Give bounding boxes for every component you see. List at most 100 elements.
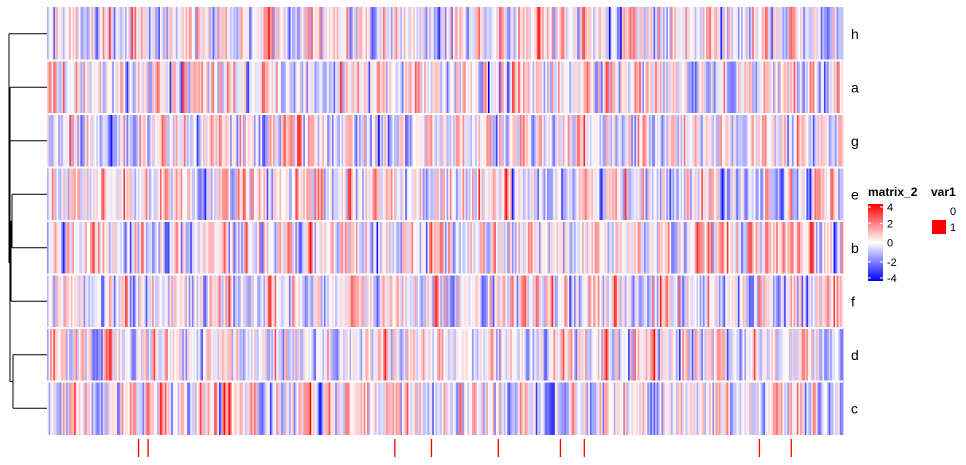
heatmap-cell [102, 60, 105, 114]
heatmap-cell [327, 114, 330, 168]
heatmap-cell [734, 328, 737, 382]
heatmap-cell [316, 381, 319, 435]
heatmap-cell [761, 328, 764, 382]
heatmap-cell [814, 167, 817, 221]
heatmap-cell [806, 221, 809, 275]
heatmap-cell [128, 274, 131, 328]
heatmap-cell [226, 328, 229, 382]
heatmap-cell [628, 7, 631, 61]
heatmap-cell [761, 381, 764, 435]
heatmap-cell [722, 7, 724, 61]
heatmap-cell [378, 328, 381, 382]
heatmap-cell [612, 328, 615, 382]
heatmap-cell [476, 167, 479, 221]
heatmap-cell [704, 7, 707, 61]
heatmap-cell [768, 221, 771, 275]
heatmap-cell [577, 221, 580, 275]
heatmap-cell [339, 114, 342, 168]
heatmap-cell [768, 167, 771, 221]
heatmap-cell [284, 114, 287, 168]
heatmap-cell [487, 274, 490, 328]
heatmap-cell [596, 274, 599, 328]
heatmap-cell [513, 167, 516, 221]
heatmap-cell [637, 167, 640, 221]
heatmap-cell [142, 221, 145, 275]
heatmap-cell [279, 60, 282, 114]
heatmap-cell [188, 7, 191, 61]
heatmap-cell [370, 274, 373, 328]
heatmap-cell [231, 114, 234, 168]
heatmap-cell [99, 60, 102, 114]
heatmap-cell [210, 114, 213, 168]
heatmap-cell [739, 167, 742, 221]
heatmap-cell [792, 60, 795, 114]
heatmap-cell [784, 221, 787, 275]
heatmap-cell [565, 221, 568, 275]
heatmap-cell [300, 221, 303, 275]
heatmap-cell [731, 328, 734, 382]
heatmap-cell [464, 274, 467, 328]
heatmap-cell [56, 167, 59, 221]
heatmap-cell [341, 221, 344, 275]
heatmap-cell [282, 167, 285, 221]
heatmap-cell [360, 381, 363, 435]
heatmap-cell [817, 274, 820, 328]
heatmap-cell [484, 60, 487, 114]
heatmap-cell [718, 381, 721, 435]
heatmap-cell [429, 60, 432, 114]
heatmap-cell [220, 114, 223, 168]
heatmap-cell [284, 274, 287, 328]
heatmap-cell [779, 328, 782, 382]
heatmap-cell [801, 60, 804, 114]
heatmap-cell [316, 60, 319, 114]
heatmap-cell [831, 381, 834, 435]
heatmap-cell [624, 60, 627, 114]
heatmap-cell [650, 221, 653, 275]
heatmap-cell [449, 167, 452, 221]
heatmap-cell [564, 328, 567, 382]
heatmap-cell [174, 381, 177, 435]
heatmap-cell [306, 274, 309, 328]
row-separator [47, 327, 843, 329]
heatmap-cell [675, 328, 678, 382]
heatmap-cell [61, 114, 64, 168]
heatmap-cell [191, 114, 194, 168]
heatmap-cell [160, 328, 163, 382]
heatmap-cell [763, 328, 766, 382]
heatmap-cell [499, 114, 502, 168]
heatmap-cell [573, 7, 576, 61]
heatmap-cell [414, 381, 417, 435]
heatmap-cell [688, 381, 691, 435]
heatmap-cell [287, 114, 290, 168]
heatmap-cell [330, 60, 333, 114]
heatmap-cell [126, 60, 129, 114]
heatmap-cell [99, 274, 102, 328]
heatmap-cell [276, 60, 279, 114]
heatmap-cell [530, 167, 533, 221]
heatmap-cell [290, 60, 293, 114]
heatmap-cell [172, 381, 175, 435]
heatmap-cell [440, 114, 443, 168]
heatmap-cell [190, 7, 193, 61]
heatmap-cell [524, 167, 527, 221]
heatmap-cell [198, 7, 201, 61]
heatmap-cell [140, 167, 143, 221]
heatmap-cell [714, 381, 717, 435]
heatmap-cell [451, 7, 454, 61]
heatmap-cell [561, 274, 564, 328]
heatmap-cell [679, 114, 682, 168]
heatmap-cell [580, 274, 583, 328]
heatmap-cell [726, 328, 729, 382]
heatmap-cell [430, 7, 433, 61]
heatmap-cell [99, 221, 102, 275]
heatmap-cell [376, 328, 379, 382]
heatmap-cell [518, 114, 521, 168]
heatmap-cell [741, 167, 744, 221]
heatmap-cell [620, 167, 623, 221]
heatmap-cell [502, 328, 505, 382]
heatmap-cell [64, 167, 67, 221]
heatmap-cell [546, 221, 549, 275]
heatmap-cell [357, 221, 360, 275]
heatmap-cell [475, 114, 478, 168]
heatmap-cell [556, 7, 559, 61]
